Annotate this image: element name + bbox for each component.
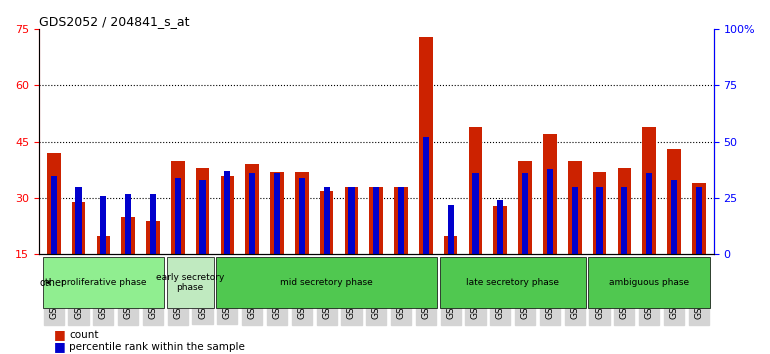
Text: ■: ■ <box>54 341 65 353</box>
Text: late secretory phase: late secretory phase <box>466 278 559 287</box>
Bar <box>199 180 206 255</box>
Bar <box>423 137 429 255</box>
Bar <box>348 187 354 255</box>
Bar <box>394 187 408 255</box>
Text: percentile rank within the sample: percentile rank within the sample <box>69 342 245 353</box>
Bar <box>196 168 209 255</box>
Bar <box>150 194 156 255</box>
Bar <box>642 127 656 255</box>
Bar <box>246 164 259 255</box>
Bar <box>671 180 677 255</box>
Bar <box>497 200 504 255</box>
FancyBboxPatch shape <box>166 257 214 308</box>
Bar <box>270 172 284 255</box>
Bar <box>447 205 454 255</box>
Bar <box>398 187 404 255</box>
Bar <box>518 161 532 255</box>
Text: early secretory
phase: early secretory phase <box>156 273 224 292</box>
Text: mid secretory phase: mid secretory phase <box>280 278 373 287</box>
Bar <box>692 183 705 255</box>
Bar <box>47 153 61 255</box>
Bar <box>571 187 578 255</box>
Bar <box>568 161 581 255</box>
FancyBboxPatch shape <box>440 257 586 308</box>
Bar <box>96 236 110 255</box>
FancyBboxPatch shape <box>216 257 437 308</box>
Text: other: other <box>39 278 65 287</box>
Bar <box>75 187 82 255</box>
Bar <box>295 172 309 255</box>
Bar <box>299 178 305 255</box>
Bar <box>522 173 528 255</box>
Bar <box>345 187 358 255</box>
Bar <box>370 187 383 255</box>
Bar <box>543 134 557 255</box>
Bar <box>444 236 457 255</box>
Bar <box>175 178 181 255</box>
Text: ambiguous phase: ambiguous phase <box>609 278 689 287</box>
Bar <box>249 173 256 255</box>
Text: count: count <box>69 330 99 340</box>
Text: ■: ■ <box>54 328 65 341</box>
Bar <box>274 173 280 255</box>
Text: GDS2052 / 204841_s_at: GDS2052 / 204841_s_at <box>38 15 189 28</box>
Bar <box>171 161 185 255</box>
Bar <box>72 202 85 255</box>
Bar <box>373 187 380 255</box>
Bar <box>667 149 681 255</box>
Bar <box>547 169 553 255</box>
Bar <box>320 190 333 255</box>
Bar <box>597 187 603 255</box>
Bar <box>469 127 482 255</box>
Bar <box>695 187 702 255</box>
Bar <box>100 196 106 255</box>
Bar <box>593 172 606 255</box>
FancyBboxPatch shape <box>588 257 710 308</box>
Bar <box>125 194 131 255</box>
Bar <box>146 221 160 255</box>
FancyBboxPatch shape <box>42 257 164 308</box>
Bar <box>472 173 479 255</box>
Bar <box>646 173 652 255</box>
Bar <box>618 168 631 255</box>
Bar <box>419 37 433 255</box>
Bar <box>51 176 57 255</box>
Bar <box>494 206 507 255</box>
Bar <box>224 171 230 255</box>
Bar <box>122 217 135 255</box>
Bar <box>220 176 234 255</box>
Text: proliferative phase: proliferative phase <box>61 278 146 287</box>
Bar <box>621 187 628 255</box>
Bar <box>323 187 330 255</box>
